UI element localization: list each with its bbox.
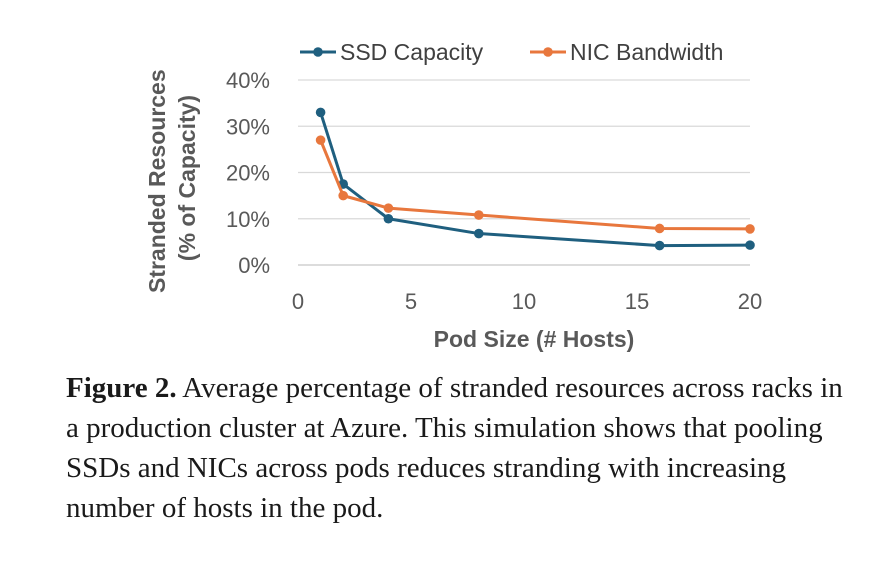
data-point — [654, 240, 665, 251]
series-line — [319, 139, 751, 231]
y-axis-title-line-1: Stranded Resources — [144, 69, 170, 293]
x-tick-label: 20 — [738, 289, 762, 314]
data-point — [474, 210, 484, 220]
data-point — [315, 135, 326, 145]
legend-label: NIC Bandwidth — [570, 39, 723, 65]
y-axis-title: Stranded Resources (% of Capacity) — [144, 63, 200, 293]
legend-item: NIC Bandwidth — [530, 39, 723, 65]
figure-label: Figure 2. — [66, 372, 177, 404]
x-tick-labels: 0 5 10 15 20 — [292, 289, 762, 314]
y-tick-label: 30% — [226, 114, 270, 139]
data-point — [383, 203, 394, 213]
x-axis-title: Pod Size (# Hosts) — [434, 326, 635, 352]
y-tick-label: 0% — [238, 253, 270, 278]
series-layer — [315, 107, 755, 251]
series-line — [319, 111, 751, 248]
caption-text: Average percentage of stranded resources… — [66, 372, 843, 524]
legend-label: SSD Capacity — [340, 39, 484, 65]
data-point — [745, 240, 755, 250]
x-tick-label: 15 — [625, 289, 649, 314]
line-chart: 0% 10% 20% 30% 40% 0 5 10 15 20 SSD Capacity NIC … — [144, 39, 762, 352]
y-tick-label: 40% — [226, 68, 270, 93]
data-point — [338, 190, 349, 201]
legend-marker — [313, 47, 323, 57]
y-tick-label: 10% — [226, 207, 270, 232]
y-axis-title-line-2: (% of Capacity) — [174, 95, 200, 261]
grid-lines — [298, 79, 750, 220]
data-point — [745, 224, 755, 234]
data-point — [383, 213, 394, 224]
data-point — [654, 223, 665, 234]
x-tick-label: 5 — [405, 289, 417, 314]
y-tick-label: 20% — [226, 161, 270, 186]
legend-item: SSD Capacity — [300, 39, 484, 65]
x-tick-label: 0 — [292, 289, 304, 314]
series-nic-bandwidth — [315, 135, 755, 234]
data-point — [474, 228, 484, 239]
series-ssd-capacity — [315, 107, 755, 251]
data-point — [315, 107, 326, 118]
x-tick-label: 10 — [512, 289, 536, 314]
legend: SSD Capacity NIC Bandwidth — [300, 39, 723, 65]
figure-caption: Figure 2. Average percentage of stranded… — [66, 368, 856, 528]
legend-marker — [543, 47, 553, 57]
y-tick-labels: 0% 10% 20% 30% 40% — [226, 68, 270, 278]
